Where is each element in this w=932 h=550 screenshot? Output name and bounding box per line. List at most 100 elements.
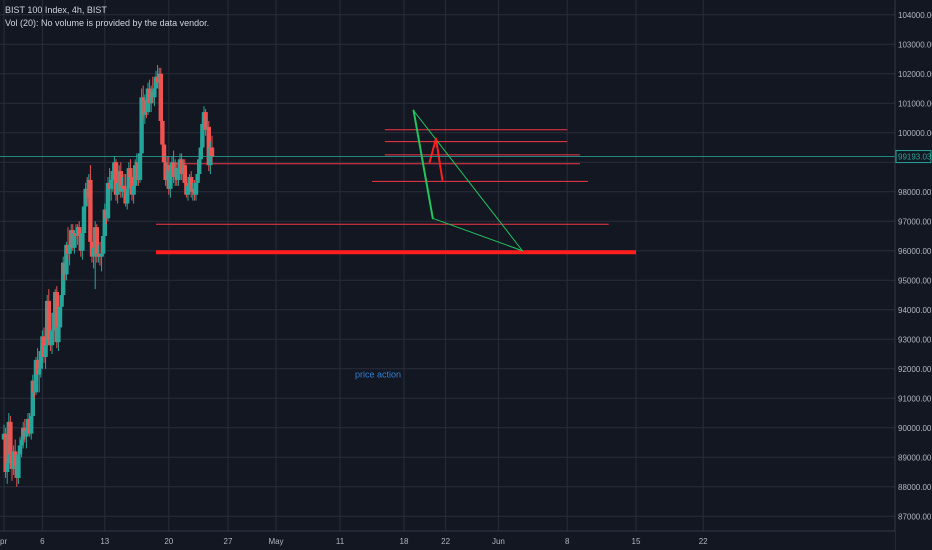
candle-body bbox=[91, 247, 96, 257]
candle-body bbox=[189, 177, 194, 192]
trend-line[interactable] bbox=[428, 137, 444, 181]
candle-body bbox=[30, 380, 35, 416]
candle-body bbox=[109, 179, 114, 189]
last-price-label: 99193.03 bbox=[898, 153, 932, 162]
candle-body bbox=[49, 330, 55, 346]
x-tick-label: 11 bbox=[336, 537, 345, 546]
candlestick-series bbox=[1, 64, 215, 487]
y-tick-label: 103000.00 bbox=[898, 40, 932, 49]
candle-body bbox=[57, 306, 63, 328]
candle-body bbox=[121, 185, 127, 189]
chart-grid bbox=[0, 0, 895, 531]
candle-body bbox=[3, 433, 8, 472]
candle-body bbox=[5, 463, 10, 472]
x-tick-label: 20 bbox=[164, 537, 173, 546]
candle-body bbox=[38, 351, 43, 369]
candle-body bbox=[125, 188, 130, 204]
candle-body bbox=[37, 368, 42, 375]
x-tick-label: 18 bbox=[400, 537, 409, 546]
candle-body bbox=[126, 168, 131, 189]
candle-body bbox=[94, 227, 99, 257]
y-tick-label: 97000.00 bbox=[898, 217, 932, 226]
x-tick-label: 22 bbox=[441, 537, 450, 546]
x-tick-label: 6 bbox=[40, 537, 45, 546]
x-tick-label: 22 bbox=[699, 537, 708, 546]
last-price-tag bbox=[895, 150, 932, 164]
candle-body bbox=[200, 123, 205, 148]
x-tick-label: 8 bbox=[565, 537, 570, 546]
price-axis-bg bbox=[895, 0, 932, 550]
candle-body bbox=[61, 262, 66, 295]
candle-body bbox=[17, 445, 23, 455]
y-tick-label: 100000.00 bbox=[898, 129, 932, 138]
x-tick-label: 27 bbox=[224, 537, 233, 546]
candle-body bbox=[113, 162, 119, 195]
candle-body bbox=[33, 359, 39, 393]
candle-body bbox=[77, 227, 82, 236]
trend-drawings[interactable] bbox=[412, 109, 523, 252]
candle-body bbox=[133, 165, 138, 186]
y-tick-label: 90000.00 bbox=[898, 424, 932, 433]
chart-annotation: price action bbox=[355, 370, 401, 380]
chart-title: BIST 100 Index, 4h, BIST bbox=[5, 5, 107, 15]
volume-legend: Vol (20): No volume is provided by the d… bbox=[5, 18, 210, 28]
y-tick-label: 96000.00 bbox=[898, 247, 932, 256]
candle-body bbox=[99, 253, 104, 257]
candle-body bbox=[29, 415, 34, 434]
candle-body bbox=[160, 120, 165, 145]
y-tick-label: 95000.00 bbox=[898, 276, 932, 285]
candle-body bbox=[203, 112, 208, 130]
candle-body bbox=[182, 165, 187, 183]
candle-body bbox=[195, 174, 200, 183]
candle-body bbox=[19, 439, 24, 446]
y-tick-label: 92000.00 bbox=[898, 365, 932, 374]
candle-body bbox=[176, 168, 181, 180]
candle-body bbox=[168, 171, 173, 189]
candle-body bbox=[152, 88, 157, 98]
y-tick-label: 87000.00 bbox=[898, 512, 932, 521]
candle-body bbox=[81, 206, 87, 234]
candle-body bbox=[110, 171, 115, 180]
candle-body bbox=[72, 233, 77, 248]
candle-body bbox=[67, 244, 72, 254]
candle-body bbox=[88, 179, 93, 242]
x-tick-label: pr bbox=[0, 537, 7, 546]
y-tick-label: 91000.00 bbox=[898, 394, 932, 403]
candle-body bbox=[131, 185, 136, 195]
y-tick-label: 101000.00 bbox=[898, 99, 932, 108]
candle-body bbox=[193, 182, 199, 195]
candle-body bbox=[197, 159, 202, 175]
candle-body bbox=[128, 168, 133, 177]
candle-body bbox=[139, 97, 144, 154]
candle-body bbox=[64, 244, 69, 275]
candle-body bbox=[101, 236, 106, 254]
candle-body bbox=[51, 312, 56, 331]
candle-body bbox=[105, 182, 111, 219]
y-tick-label: 94000.00 bbox=[898, 306, 932, 315]
candle-body bbox=[118, 171, 123, 192]
time-axis-bg bbox=[0, 531, 895, 550]
trend-line[interactable] bbox=[413, 110, 523, 252]
candle-body bbox=[43, 345, 48, 357]
y-tick-label: 93000.00 bbox=[898, 335, 932, 344]
candle-body bbox=[16, 454, 21, 478]
candle-body bbox=[46, 300, 51, 340]
trend-line[interactable] bbox=[412, 109, 434, 220]
candle-body bbox=[24, 430, 29, 437]
candle-body bbox=[80, 233, 85, 251]
candle-body bbox=[59, 295, 64, 307]
candle-body bbox=[56, 327, 61, 343]
x-tick-label: Jun bbox=[492, 537, 505, 546]
candle-body bbox=[158, 73, 163, 121]
candle-body bbox=[13, 451, 18, 467]
trend-line[interactable] bbox=[432, 217, 523, 252]
x-tick-label: 15 bbox=[632, 537, 641, 546]
candle-body bbox=[198, 147, 203, 160]
time-axis[interactable]: pr 6 13 20 27 May 11 18 22 Jun 8 15 22 bbox=[0, 530, 895, 550]
y-tick-label: 89000.00 bbox=[898, 453, 932, 462]
candle-body bbox=[102, 209, 107, 236]
horizontal-levels[interactable] bbox=[156, 129, 636, 255]
annotations: price action bbox=[355, 370, 401, 380]
price-axis[interactable]: 87000.00 88000.00 89000.00 90000.00 91000.00… bbox=[894, 0, 932, 550]
